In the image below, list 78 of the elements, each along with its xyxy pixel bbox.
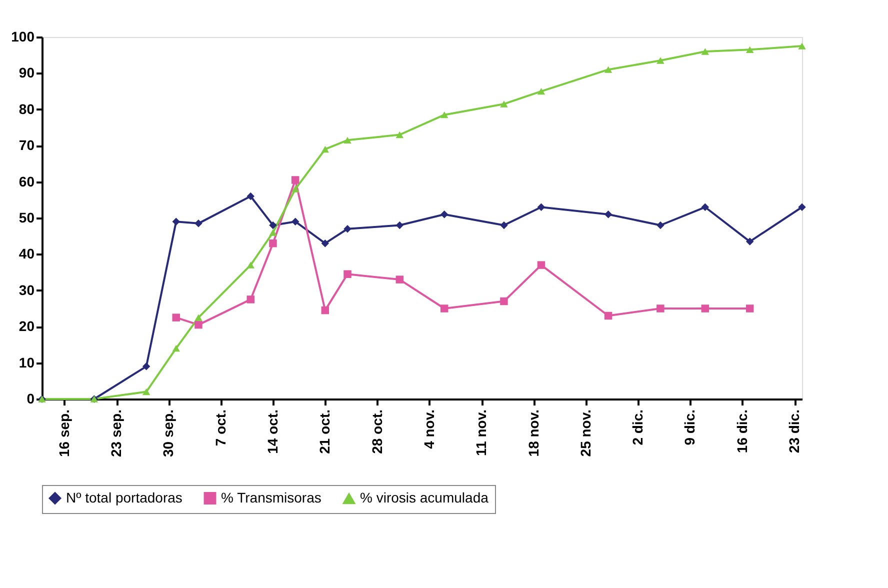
point bbox=[396, 221, 404, 230]
point bbox=[344, 136, 352, 144]
point bbox=[194, 314, 202, 321]
point bbox=[172, 344, 180, 352]
point bbox=[440, 210, 448, 218]
point bbox=[269, 229, 277, 236]
y-tick-label: 30 bbox=[18, 282, 35, 298]
point bbox=[396, 276, 404, 284]
point bbox=[656, 304, 664, 312]
point bbox=[142, 388, 150, 396]
point bbox=[246, 192, 254, 200]
point bbox=[537, 88, 546, 95]
point bbox=[440, 111, 448, 118]
x-tick-label: 16 sep. bbox=[56, 410, 72, 457]
x-tick-label: 30 sep. bbox=[160, 410, 176, 457]
point bbox=[269, 239, 277, 248]
point bbox=[396, 131, 404, 138]
point bbox=[500, 297, 508, 306]
point bbox=[656, 221, 664, 230]
point bbox=[701, 203, 710, 212]
y-tick-label: 90 bbox=[18, 64, 35, 81]
point bbox=[656, 57, 664, 64]
x-tick-label: 11 nov. bbox=[473, 410, 490, 456]
point bbox=[500, 221, 508, 230]
x-tick-label: 16 dic. bbox=[734, 410, 750, 454]
point bbox=[604, 312, 612, 320]
legend-label: Nº total portadoras bbox=[66, 489, 182, 506]
point bbox=[537, 261, 546, 269]
y-tick-label: 20 bbox=[18, 318, 35, 334]
point bbox=[701, 48, 710, 55]
point bbox=[344, 224, 352, 233]
point bbox=[172, 314, 180, 322]
point bbox=[291, 176, 300, 184]
point bbox=[194, 320, 202, 329]
point bbox=[604, 210, 612, 218]
x-tick-label: 23 dic. bbox=[786, 410, 802, 454]
point bbox=[701, 304, 710, 312]
point bbox=[142, 362, 150, 370]
y-tick-label: 10 bbox=[18, 354, 35, 370]
y-tick-label: 80 bbox=[18, 100, 35, 117]
x-tick-label: 14 oct. bbox=[264, 410, 280, 454]
y-tick-label: 0 bbox=[26, 390, 35, 406]
y-tick-label: 70 bbox=[18, 137, 35, 154]
point bbox=[537, 203, 546, 212]
point bbox=[246, 296, 254, 304]
x-tick-label: 2 dic. bbox=[630, 410, 646, 446]
point bbox=[798, 42, 806, 50]
legend-label: % Transmisoras bbox=[221, 489, 322, 506]
y-tick-label: 40 bbox=[18, 246, 35, 262]
point bbox=[269, 221, 277, 230]
point bbox=[321, 239, 330, 248]
y-tick-label: 60 bbox=[18, 173, 35, 190]
x-tick-label: 21 oct. bbox=[316, 410, 333, 454]
point bbox=[500, 100, 508, 108]
y-tick-label: 50 bbox=[18, 210, 35, 226]
point bbox=[321, 146, 330, 153]
x-tick-label: 18 nov. bbox=[525, 410, 542, 457]
x-tick-label: 25 nov. bbox=[577, 410, 594, 457]
x-tick-label: 28 oct. bbox=[368, 410, 385, 454]
point bbox=[172, 218, 180, 226]
point bbox=[440, 304, 448, 312]
x-tick-label: 7 oct. bbox=[212, 410, 228, 446]
point bbox=[194, 220, 202, 228]
point bbox=[321, 306, 330, 314]
point bbox=[746, 304, 754, 312]
y-tick-label: 100 bbox=[11, 28, 35, 44]
x-tick-label: 4 nov. bbox=[420, 410, 437, 449]
point bbox=[246, 262, 254, 268]
legend-label: % virosis acumulada bbox=[360, 490, 489, 506]
x-tick-label: 23 sep. bbox=[108, 410, 124, 457]
x-tick-label: 9 dic. bbox=[682, 410, 698, 446]
point bbox=[746, 238, 754, 246]
point bbox=[746, 46, 754, 54]
point bbox=[291, 186, 300, 192]
point bbox=[604, 66, 612, 73]
point bbox=[291, 218, 300, 226]
point bbox=[798, 203, 806, 212]
point bbox=[344, 270, 352, 278]
